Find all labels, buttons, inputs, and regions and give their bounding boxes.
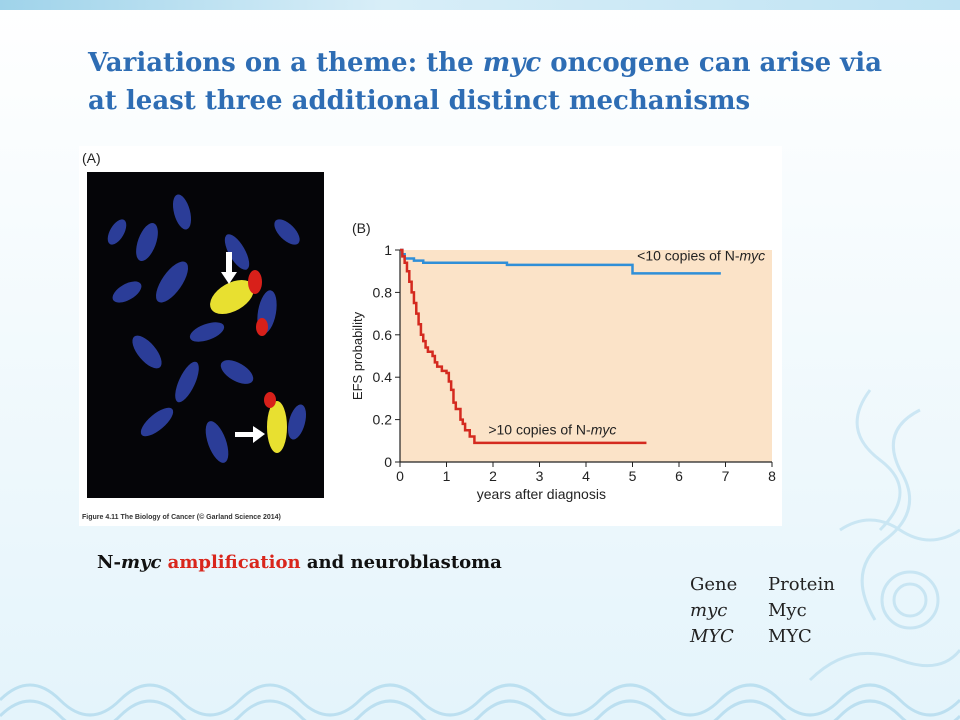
protein-cell: MYC: [768, 626, 812, 647]
decorative-swirl-pattern: [808, 389, 960, 682]
efs-survival-chart: 0 1 2 3 4 5 6 7 8 0 0.2 0.4 0.6 0.8 1 years after dia…: [350, 242, 776, 502]
table-row: myc Myc: [690, 600, 835, 626]
gene-cell: MYC: [690, 626, 734, 647]
gene-cell: myc: [690, 600, 728, 621]
figure-caption: N-myc amplification and neuroblastoma: [97, 552, 502, 573]
title-italic-myc: myc: [482, 48, 542, 78]
series-label-high-copies: >10 copies of N-myc: [488, 421, 616, 437]
gene-protein-table: Gene Protein myc Myc MYC MYC: [690, 574, 835, 652]
caption-italic: myc: [120, 552, 162, 573]
series-label-low-copies: <10 copies of N-myc: [637, 248, 765, 264]
protein-cell: Myc: [768, 600, 807, 621]
figure-credit: Figure 4.11 The Biology of Cancer (© Gar…: [82, 514, 281, 521]
header-protein: Protein: [768, 574, 835, 595]
top-decorative-band: [0, 0, 960, 10]
y-tick-label: 0.6: [373, 327, 393, 343]
panel-a-label: (A): [82, 150, 101, 166]
header-gene: Gene: [690, 574, 738, 595]
caption-part1: N-: [97, 552, 121, 573]
table-header-row: Gene Protein: [690, 574, 835, 600]
title-text-2: oncogene can arise via at least three ad…: [88, 48, 883, 116]
series-line-high-copies: [400, 248, 647, 445]
caption-part2: and neuroblastoma: [300, 552, 502, 573]
x-tick-label: 1: [443, 468, 451, 484]
chromosome-spread-illustration: [107, 194, 307, 463]
caption-red-text: amplification: [161, 552, 301, 573]
karyotype-image: [87, 172, 324, 498]
slide-title: Variations on a theme: the myc oncogene …: [88, 44, 888, 120]
y-tick-label: 1: [384, 242, 392, 258]
title-text-1: Variations on a theme: the: [88, 48, 483, 78]
y-tick-label: 0: [384, 454, 392, 470]
x-tick-label: 5: [629, 468, 637, 484]
y-tick-label: 0.8: [373, 284, 393, 300]
table-row: MYC MYC: [690, 626, 835, 652]
x-tick-label: 0: [396, 468, 404, 484]
x-tick-label: 3: [536, 468, 544, 484]
panel-b-label: (B): [352, 220, 371, 236]
decorative-wave-pattern: [0, 683, 960, 720]
x-tick-label: 6: [675, 468, 683, 484]
x-tick-label: 8: [768, 468, 776, 484]
x-tick-label: 2: [489, 468, 497, 484]
y-tick-label: 0.4: [373, 369, 393, 385]
x-tick-label: 7: [722, 468, 730, 484]
x-axis-label: years after diagnosis: [477, 486, 606, 502]
y-axis-label: EFS probability: [350, 311, 365, 400]
x-tick-label: 4: [582, 468, 590, 484]
y-tick-label: 0.2: [373, 412, 393, 428]
plot-background: [400, 250, 772, 462]
